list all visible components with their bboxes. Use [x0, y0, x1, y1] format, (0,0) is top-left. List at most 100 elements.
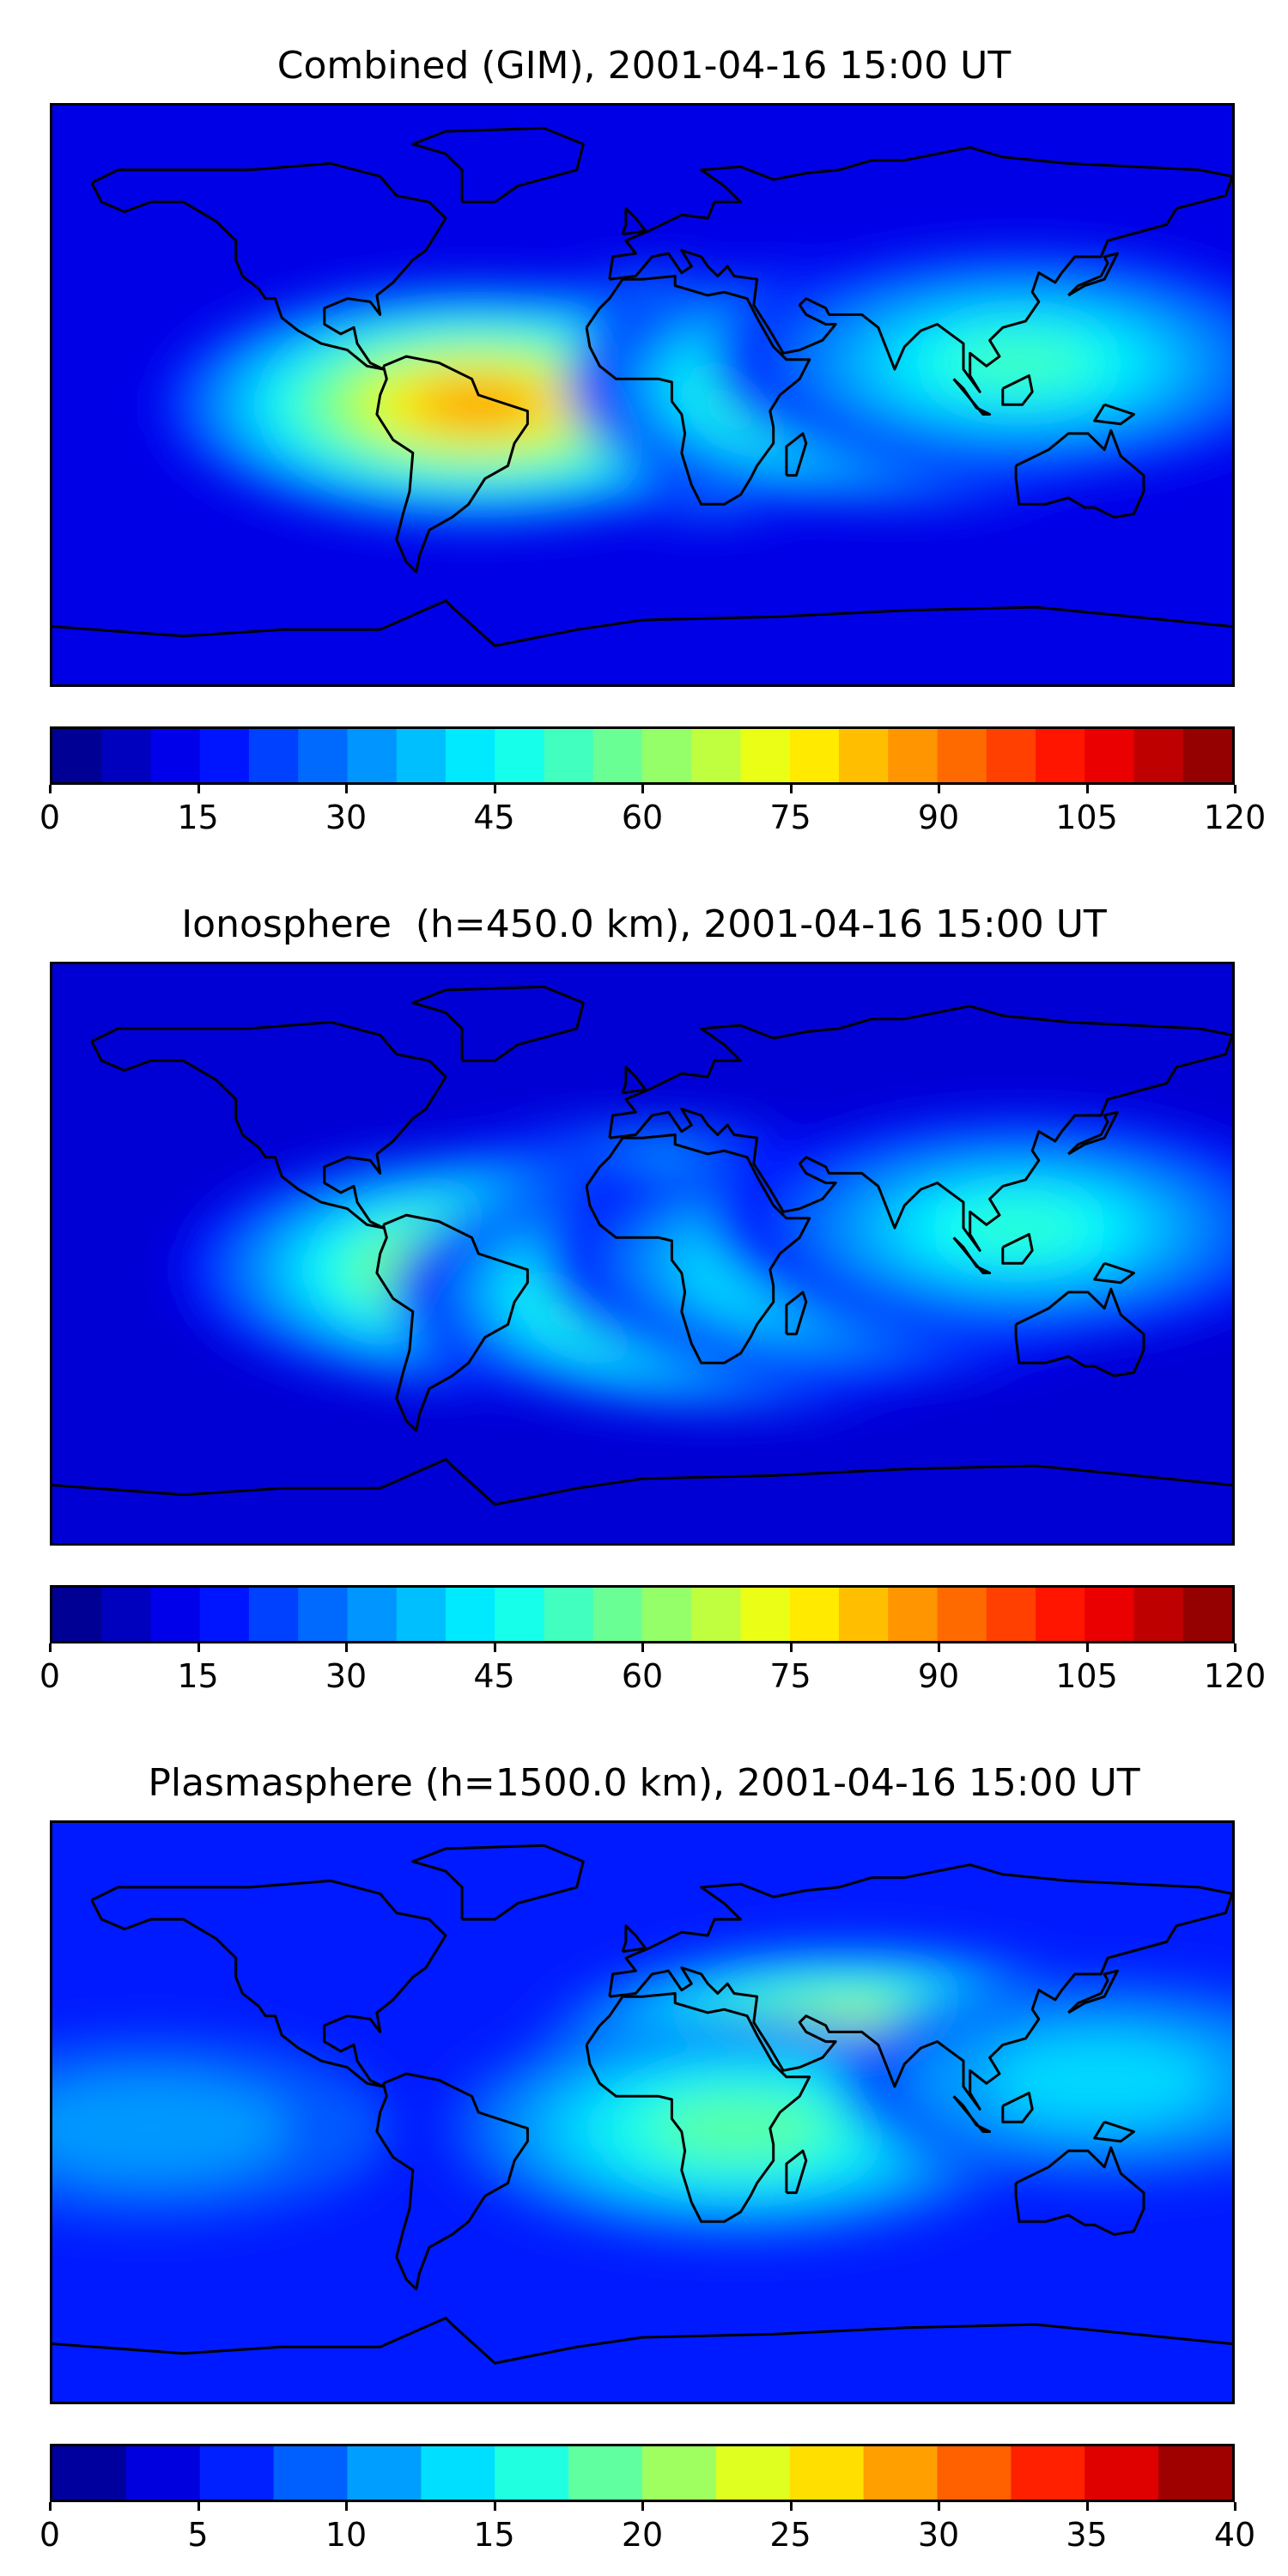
colorbar-bin — [1084, 729, 1135, 782]
colorbar-tick-label: 5 — [187, 2516, 209, 2554]
heatmap-field — [52, 1943, 1232, 2241]
coastline-0 — [90, 1020, 447, 1230]
colorbar-bin — [937, 729, 987, 782]
colorbar-bin — [249, 729, 299, 782]
colorbar-tick-label: 30 — [325, 799, 368, 836]
colorbar-bin — [986, 729, 1036, 782]
colorbar-bin — [544, 1588, 594, 1641]
colorbar-tick-label: 30 — [325, 1657, 368, 1695]
coastline-12 — [52, 2317, 1232, 2365]
colorbar-tick-label: 30 — [917, 2516, 960, 2554]
chart-title: Ionosphere (h=450.0 km), 2001-04-16 15:0… — [181, 902, 1107, 946]
colorbar-tick-mark — [938, 785, 940, 793]
colorbar-bin — [347, 2446, 422, 2500]
colorbar-bin — [52, 729, 102, 782]
colorbar-bin — [1036, 729, 1085, 782]
colorbar-tick-mark — [345, 2502, 348, 2511]
colorbar-bin — [396, 729, 447, 782]
colorbar-bin — [592, 1588, 643, 1641]
colorbar-bin — [446, 1588, 495, 1641]
colorbar-ticks: 0 15 30 45 60 75 90 105 120 — [39, 785, 1266, 836]
coastline-7 — [952, 378, 992, 416]
coastlines — [52, 126, 1232, 647]
colorbar-bin — [396, 1588, 447, 1641]
colorbar-bin — [52, 2446, 127, 2500]
coastline-2 — [411, 985, 585, 1062]
coastlines — [52, 1844, 1232, 2365]
heatmap-svg — [52, 106, 1232, 684]
coastline-4 — [608, 1863, 1232, 2111]
colorbar-bin — [789, 2446, 865, 2500]
chart-title: Plasmasphere (h=1500.0 km), 2001-04-16 1… — [148, 1761, 1140, 1805]
colorbar-tick-mark — [49, 785, 52, 793]
coastline-4 — [608, 146, 1232, 393]
colorbar-bin — [863, 2446, 939, 2500]
coastline-12 — [52, 1458, 1232, 1506]
coastline-9 — [1067, 1969, 1119, 2014]
colorbar-bin — [298, 729, 349, 782]
colorbar-ticks: 0 5 10 15 20 25 30 35 40 — [39, 2502, 1255, 2554]
colorbar-bin — [1133, 1588, 1184, 1641]
colorbar-bin — [199, 729, 250, 782]
colorbar-bin — [101, 729, 152, 782]
colorbar-tick-mark — [493, 1643, 496, 1652]
colorbar-bin — [789, 729, 840, 782]
colorbar-tick-label: 75 — [769, 799, 811, 836]
coastline-1 — [375, 2072, 529, 2291]
coastline-7 — [952, 2095, 992, 2133]
colorbar-tick-label: 60 — [621, 1657, 664, 1695]
coastline-10 — [621, 1066, 647, 1095]
colorbar-tick-mark — [345, 1643, 348, 1652]
colorbar-bin — [347, 1588, 398, 1641]
colorbar-tick-mark — [1085, 2502, 1089, 2511]
colorbar-bin — [1133, 729, 1184, 782]
coastline-0 — [90, 161, 447, 371]
coastline-3 — [585, 1133, 811, 1364]
colorbar-bin — [199, 1588, 250, 1641]
colorbar-bin — [691, 1588, 742, 1641]
heatmap-svg — [52, 964, 1232, 1543]
colorbar-tick-label: 0 — [39, 799, 61, 836]
colorbar-bin — [125, 2446, 201, 2500]
colorbar-bin — [839, 1588, 889, 1641]
colorbar-bin — [52, 1588, 102, 1641]
colorbar-bin — [937, 1588, 987, 1641]
coastline-3 — [585, 1992, 811, 2223]
colorbar-bin — [150, 729, 201, 782]
colorbar-bin — [642, 1588, 692, 1641]
colorbar-tick-label: 40 — [1213, 2516, 1256, 2554]
colorbar-tick-label: 0 — [39, 1657, 61, 1695]
map-plasmasphere — [50, 1820, 1235, 2404]
colorbar-bin — [789, 1588, 840, 1641]
colorbar-tick-mark — [1234, 785, 1236, 793]
colorbar-tick-label: 35 — [1066, 2516, 1108, 2554]
colorbar-combined — [50, 726, 1235, 785]
colorbar-bin — [715, 2446, 791, 2500]
coastline-10 — [621, 1924, 647, 1953]
colorbar-bin — [101, 1588, 152, 1641]
coastline-10 — [621, 207, 647, 236]
colorbar-bin — [568, 2446, 643, 2500]
colorbar-tick-mark — [197, 1643, 200, 1652]
colorbar-bin — [421, 2446, 495, 2500]
coastline-5 — [1014, 428, 1145, 519]
colorbar-svg — [52, 729, 1232, 782]
coastline-6 — [785, 432, 808, 477]
heatmap-field — [173, 1109, 1232, 1417]
hotspot-4 — [710, 1109, 1232, 1347]
colorbar-bin — [642, 2446, 717, 2500]
colorbar-tick-mark — [197, 2502, 200, 2511]
colorbar-bin — [150, 1588, 201, 1641]
colorbar-ticks: 0 15 30 45 60 75 90 105 120 — [39, 1643, 1266, 1695]
colorbar-bin — [446, 729, 495, 782]
colorbar-tick-mark — [345, 785, 348, 793]
colorbar-tick-mark — [641, 2502, 644, 2511]
colorbar-bin — [199, 2446, 275, 2500]
colorbar-tick-label: 105 — [1055, 799, 1118, 836]
coastline-1 — [375, 1213, 529, 1432]
colorbar-tick-label: 90 — [917, 1657, 960, 1695]
coastline-2 — [411, 126, 585, 204]
colorbar-tick-mark — [641, 785, 644, 793]
colorbar-bin — [839, 729, 889, 782]
colorbar-bin — [273, 2446, 349, 2500]
